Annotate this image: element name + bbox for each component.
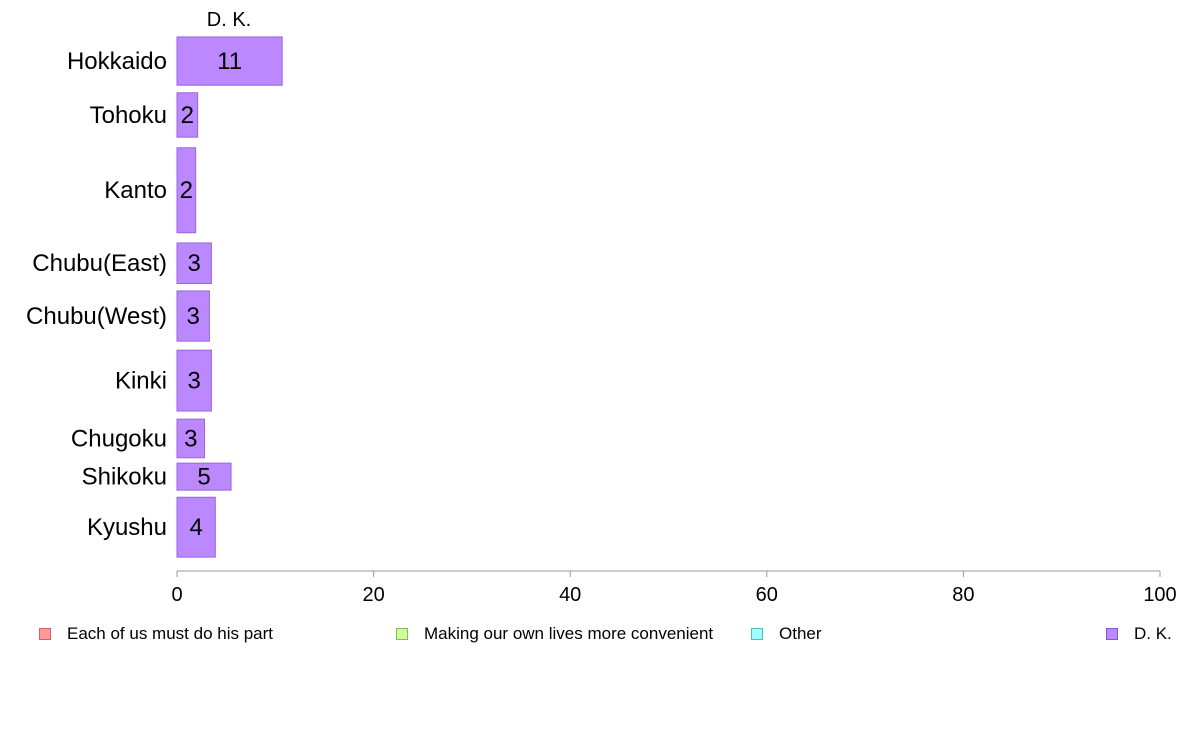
legend-swatch [396,628,408,640]
data-label: 3 [188,368,201,395]
legend-swatch [1106,628,1118,640]
x-tick-label: 40 [559,584,581,606]
x-tick-label: 20 [362,584,384,606]
data-label: 11 [217,48,242,75]
bar-kanto-s3 [176,147,197,234]
bar-shikoku-s3 [176,462,232,491]
x-tick-label: 0 [171,584,182,606]
legend-swatch [751,628,763,640]
data-label: 5 [197,464,210,491]
bar-kyushu-s3 [176,496,216,558]
x-tick-label: 80 [952,584,974,606]
category-label: Kanto [104,177,167,204]
bar-chugoku-s3 [176,418,206,459]
data-label: 3 [187,303,200,330]
category-label: Kyushu [87,514,167,541]
legend-item-other: Other [751,624,822,644]
data-label: 4 [189,514,202,541]
category-label: Tohoku [90,102,167,129]
bar-tohoku-s3 [176,92,199,138]
legend-swatch [39,628,51,640]
legend-item-dk: D. K. [1106,624,1172,644]
x-tick-label: 60 [756,584,778,606]
bar-chubu-east--s3 [176,242,212,285]
legend-label: Other [779,624,822,643]
legend-label: Making our own lives more convenient [424,624,714,643]
bar-hokkaido-s3 [176,36,283,86]
category-label: Chubu(West) [26,303,167,330]
bar-kinki-s3 [176,349,212,412]
category-label: Hokkaido [67,48,167,75]
category-label: Chugoku [71,425,167,452]
data-label: 2 [181,102,194,129]
category-label: Chubu(East) [32,250,167,277]
series-title: D. K. [207,9,251,31]
category-label: Kinki [115,368,167,395]
data-label: 3 [188,250,201,277]
data-label: 2 [180,177,193,204]
legend: Each of us must do his part Making our o… [0,624,1188,646]
x-tick-label: 100 [1143,584,1176,606]
legend-label: D. K. [1134,624,1172,643]
category-label: Shikoku [82,464,167,491]
legend-item-each-of-us: Each of us must do his part [39,624,273,644]
data-label: 3 [184,425,197,452]
legend-label: Each of us must do his part [67,624,273,643]
legend-item-convenient: Making our own lives more convenient [396,624,713,644]
bar-chubu-west--s3 [176,290,210,342]
